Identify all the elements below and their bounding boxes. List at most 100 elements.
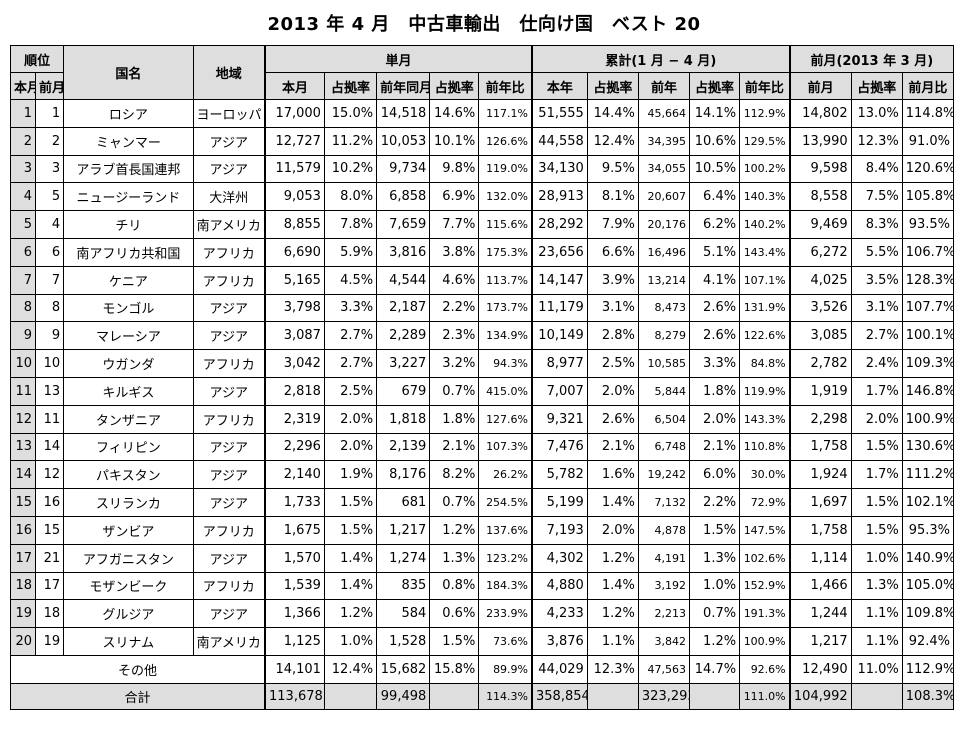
other-ms: 12.4% [323, 654, 378, 684]
cell-region: アジア [192, 376, 266, 406]
other-l: 12,490 [788, 654, 852, 684]
cell-yoy: 173.7% [478, 293, 533, 323]
cell-cs: 9.5% [586, 154, 639, 184]
cell-pm: 835 [376, 571, 431, 601]
cell-l: 9,469 [788, 210, 852, 239]
page-title: 2013 年 4 月 中古車輸出 仕向け国 ベスト 20 [267, 14, 701, 35]
header-region: 地域 [192, 45, 266, 100]
cell-ms: 11.2% [323, 126, 378, 156]
cell-prev: 6 [35, 237, 65, 267]
cell-prev: 16 [35, 488, 65, 517]
cell-l: 1,758 [788, 432, 852, 462]
cell-cs: 2.6% [586, 404, 639, 434]
cell-c: 7,476 [531, 432, 588, 462]
cell-yoy: 233.9% [478, 599, 533, 629]
total-c: 358,854 [531, 682, 588, 710]
cell-region: 南アメリカ [192, 210, 266, 239]
cell-yoy: 132.0% [478, 182, 533, 212]
other-cyoy: 92.6% [739, 654, 791, 684]
cell-c: 5,782 [531, 460, 588, 490]
cell-m: 6,690 [263, 237, 325, 267]
cell-m: 3,087 [263, 321, 325, 351]
total-yoy: 114.3% [478, 682, 533, 710]
cell-cyoy: 143.3% [739, 404, 791, 434]
cell-cs: 14.4% [586, 99, 639, 128]
cell-m: 1,733 [263, 488, 325, 517]
cell-cs: 2.5% [586, 349, 639, 378]
other-label: その他 [10, 654, 266, 684]
cell-yoy: 115.6% [478, 210, 533, 239]
cell-cp: 10,585 [637, 349, 691, 378]
cell-ms: 8.0% [323, 182, 378, 212]
cell-region: アジア [192, 293, 266, 323]
cell-ms: 2.7% [323, 349, 378, 378]
cell-pms: 2.2% [429, 293, 480, 323]
table-row: 13 14 フィリピン アジア 2,296 2.0% 2,139 2.1% 107.3% 7,47… [9, 432, 955, 462]
cell-cs: 6.6% [586, 237, 639, 267]
cell-cyoy: 147.5% [739, 515, 791, 545]
cell-cp: 5,844 [637, 376, 691, 406]
cell-c: 4,233 [531, 599, 588, 629]
cell-prev: 17 [35, 571, 65, 601]
cell-pms: 1.8% [429, 404, 480, 434]
cell-pm: 1,818 [376, 404, 431, 434]
cell-yoy: 126.6% [478, 126, 533, 156]
cell-cyoy: 110.8% [739, 432, 791, 462]
cell-yoy: 94.3% [478, 349, 533, 378]
cell-yoy: 415.0% [478, 376, 533, 406]
cell-l: 1,924 [788, 460, 852, 490]
cell-ms: 4.5% [323, 265, 378, 295]
cell-ls: 1.1% [850, 627, 903, 656]
cell-country: ウガンダ [63, 349, 194, 378]
cell-cp: 20,176 [637, 210, 691, 239]
cell-c: 7,193 [531, 515, 588, 545]
cell-l: 14,802 [788, 99, 852, 128]
cell-cps: 2.1% [689, 432, 741, 462]
cell-c: 34,130 [531, 154, 588, 184]
cell-l: 3,526 [788, 293, 852, 323]
cell-ms: 2.7% [323, 321, 378, 351]
table-row: 18 17 モザンビーク アフリカ 1,539 1.4% 835 0.8% 184.3% 4,88… [9, 571, 955, 601]
cell-cp: 8,279 [637, 321, 691, 351]
cell-l: 3,085 [788, 321, 852, 351]
cell-rank: 18 [9, 571, 37, 601]
cell-cyoy: 107.1% [739, 265, 791, 295]
cell-m: 1,570 [263, 543, 325, 573]
cell-pms: 14.6% [429, 99, 480, 128]
cell-country: マレーシア [63, 321, 194, 351]
table-row: 7 7 ケニア アフリカ 5,165 4.5% 4,544 4.6% 113.7% 14,147 3… [9, 265, 955, 295]
cell-cs: 3.9% [586, 265, 639, 295]
cell-country: タンザニア [63, 404, 194, 434]
cell-ls: 1.7% [850, 376, 903, 406]
cell-country: ニュージーランド [63, 182, 194, 212]
cell-country: キルギス [63, 376, 194, 406]
cell-cp: 4,878 [637, 515, 691, 545]
cell-cs: 2.1% [586, 432, 639, 462]
cell-pm: 3,227 [376, 349, 431, 378]
cell-yoy: 107.3% [478, 432, 533, 462]
cell-region: アジア [192, 460, 266, 490]
cell-l: 1,114 [788, 543, 852, 573]
cell-pms: 0.7% [429, 488, 480, 517]
cell-yoy: 184.3% [478, 571, 533, 601]
cell-rank: 2 [9, 126, 37, 156]
cell-c: 8,977 [531, 349, 588, 378]
cell-m: 3,798 [263, 293, 325, 323]
cell-rank: 14 [9, 460, 37, 490]
cell-ms: 7.8% [323, 210, 378, 239]
cell-m: 12,727 [263, 126, 325, 156]
cell-lm: 105.0% [901, 571, 955, 601]
header-m-share2: 占拠率 [429, 72, 480, 100]
cell-lm: 111.2% [901, 460, 955, 490]
table-row: 10 10 ウガンダ アフリカ 3,042 2.7% 3,227 3.2% 94.3% 8,977… [9, 349, 955, 378]
cell-lm: 91.0% [901, 126, 955, 156]
cell-rank: 1 [9, 99, 37, 128]
total-ls-empty [850, 682, 903, 710]
cell-l: 1,697 [788, 488, 852, 517]
cell-pm: 4,544 [376, 265, 431, 295]
cell-ms: 1.0% [323, 627, 378, 656]
other-cp: 47,563 [637, 654, 691, 684]
cell-cps: 10.5% [689, 154, 741, 184]
cell-cs: 2.0% [586, 515, 639, 545]
table-body: 1 1 ロシア ヨーロッパ 17,000 15.0% 14,518 14.6% 117.1% 51… [9, 99, 955, 656]
